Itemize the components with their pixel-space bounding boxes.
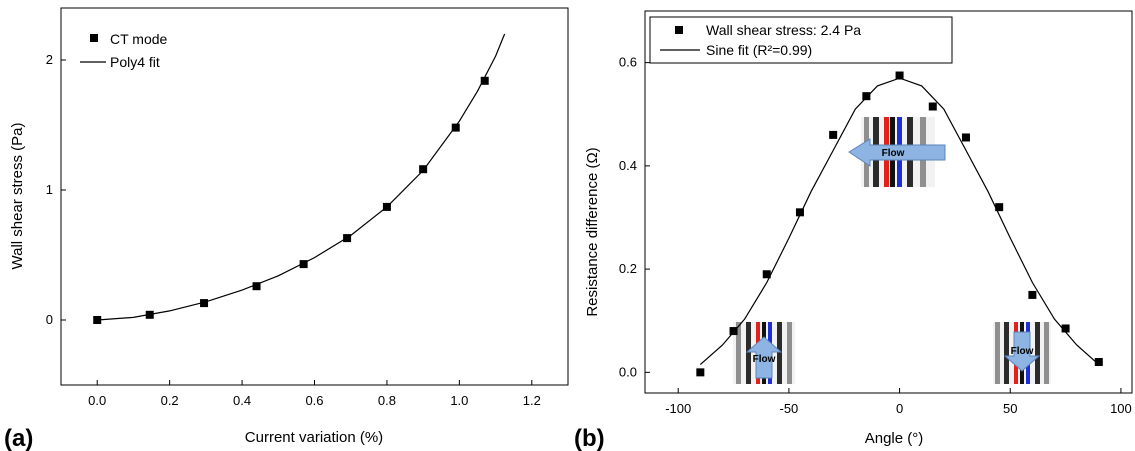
sensor-stripe bbox=[1035, 322, 1040, 384]
panel-b-label: (b) bbox=[574, 425, 605, 451]
data-point bbox=[961, 133, 970, 142]
x-tick-label: 1.2 bbox=[523, 393, 541, 408]
panel-b-y-axis-title: Resistance difference (Ω) bbox=[584, 147, 601, 316]
data-point bbox=[451, 123, 460, 132]
data-point bbox=[145, 310, 154, 319]
sensor-stripe bbox=[787, 322, 792, 384]
data-point bbox=[343, 234, 352, 243]
data-point bbox=[928, 102, 937, 111]
x-tick-label: 100 bbox=[1110, 401, 1132, 416]
x-tick-label: -50 bbox=[779, 401, 798, 416]
y-tick-label: 2 bbox=[46, 52, 53, 67]
inset-flow-label: Flow bbox=[1011, 346, 1034, 357]
panel-b-x-ticks: -100 -50 0 50 100 bbox=[665, 388, 1132, 416]
legend-label-ct-mode: CT mode bbox=[110, 31, 168, 47]
panel-b-chart: -100 -50 0 50 100 0.0 0.2 0.4 0.6 Flow bbox=[574, 10, 1133, 451]
data-point bbox=[762, 270, 771, 279]
data-point bbox=[729, 327, 738, 336]
panel-a-chart: 0.0 0.2 0.4 0.6 0.8 1.0 1.2 0 1 2 CT mode Poly4 … bbox=[4, 7, 569, 451]
panel-b-points-layer bbox=[696, 71, 1103, 377]
sensor-stripe bbox=[736, 322, 741, 384]
data-point bbox=[93, 316, 102, 324]
data-point bbox=[480, 76, 489, 85]
panel-b-plot-frame bbox=[644, 10, 1133, 394]
data-point bbox=[419, 165, 428, 174]
x-tick-label: 0.8 bbox=[378, 393, 396, 408]
panel-a-y-ticks: 0 1 2 bbox=[46, 52, 66, 327]
panel-a-y-axis-title: Wall shear stress (Pa) bbox=[9, 123, 26, 270]
inset-flow-up: Flow bbox=[733, 322, 795, 384]
legend-label-wall-shear-stress: Wall shear stress: 2.4 Pa bbox=[706, 22, 861, 38]
panel-b-y-ticks: 0.0 0.2 0.4 0.6 bbox=[619, 55, 650, 379]
x-tick-label: 0.4 bbox=[233, 393, 251, 408]
panel-b-legend: Wall shear stress: 2.4 Pa Sine fit (R²=0… bbox=[649, 16, 953, 64]
panel-a-x-axis-title: Current variation (%) bbox=[245, 429, 383, 446]
sensor-stripe bbox=[1044, 322, 1049, 384]
flow-arrow-up bbox=[745, 336, 783, 379]
x-tick-label: 0.0 bbox=[88, 393, 106, 408]
y-tick-label: 0.0 bbox=[619, 364, 637, 379]
legend-marker-wall-shear-stress bbox=[675, 26, 683, 34]
x-tick-label: 0.2 bbox=[161, 393, 179, 408]
sensor-stripe bbox=[746, 322, 751, 384]
data-point bbox=[299, 260, 308, 269]
data-point bbox=[795, 208, 804, 217]
data-point bbox=[1094, 358, 1103, 367]
legend-label-sine-fit: Sine fit (R²=0.99) bbox=[706, 42, 812, 58]
x-tick-label: 1.0 bbox=[450, 393, 468, 408]
data-point bbox=[862, 92, 871, 101]
sensor-stripe bbox=[1004, 322, 1009, 384]
data-point bbox=[252, 282, 261, 291]
x-tick-label: 0.6 bbox=[305, 393, 323, 408]
flow-arrow-down bbox=[1003, 331, 1041, 372]
data-point bbox=[895, 71, 904, 80]
inset-flow-label: Flow bbox=[753, 354, 776, 365]
x-tick-label: 50 bbox=[1003, 401, 1017, 416]
y-tick-label: 0 bbox=[46, 312, 53, 327]
sensor-stripe bbox=[777, 322, 782, 384]
panel-a-points-layer bbox=[93, 76, 489, 324]
panel-a-label: (a) bbox=[4, 425, 33, 451]
data-point bbox=[382, 202, 391, 211]
inset-flow-label: Flow bbox=[882, 148, 905, 159]
data-point bbox=[1028, 290, 1037, 299]
y-tick-label: 0.4 bbox=[619, 158, 637, 173]
data-point bbox=[1061, 324, 1070, 333]
y-tick-label: 1 bbox=[46, 182, 53, 197]
data-point bbox=[696, 368, 705, 377]
data-point bbox=[829, 130, 838, 139]
panel-a-legend: CT mode Poly4 fit bbox=[80, 31, 168, 70]
y-tick-label: 0.2 bbox=[619, 261, 637, 276]
legend-box bbox=[649, 16, 953, 64]
x-tick-label: -100 bbox=[665, 401, 691, 416]
data-point bbox=[200, 299, 209, 308]
y-tick-label: 0.6 bbox=[619, 55, 637, 70]
sensor-stripe bbox=[995, 322, 1000, 384]
data-point bbox=[995, 203, 1004, 212]
inset-flow-left: Flow bbox=[848, 117, 946, 187]
inset-flow-down: Flow bbox=[993, 322, 1051, 384]
panel-a-x-ticks: 0.0 0.2 0.4 0.6 0.8 1.0 1.2 bbox=[88, 380, 541, 408]
legend-marker-ct-mode bbox=[90, 34, 98, 42]
x-tick-label: 0 bbox=[896, 401, 903, 416]
panel-a-fit-layer bbox=[97, 33, 506, 321]
fit-curve bbox=[97, 33, 506, 321]
flow-arrow-left bbox=[848, 138, 946, 167]
legend-label-poly4-fit: Poly4 fit bbox=[110, 54, 160, 70]
panel-b-x-axis-title: Angle (°) bbox=[865, 430, 924, 447]
